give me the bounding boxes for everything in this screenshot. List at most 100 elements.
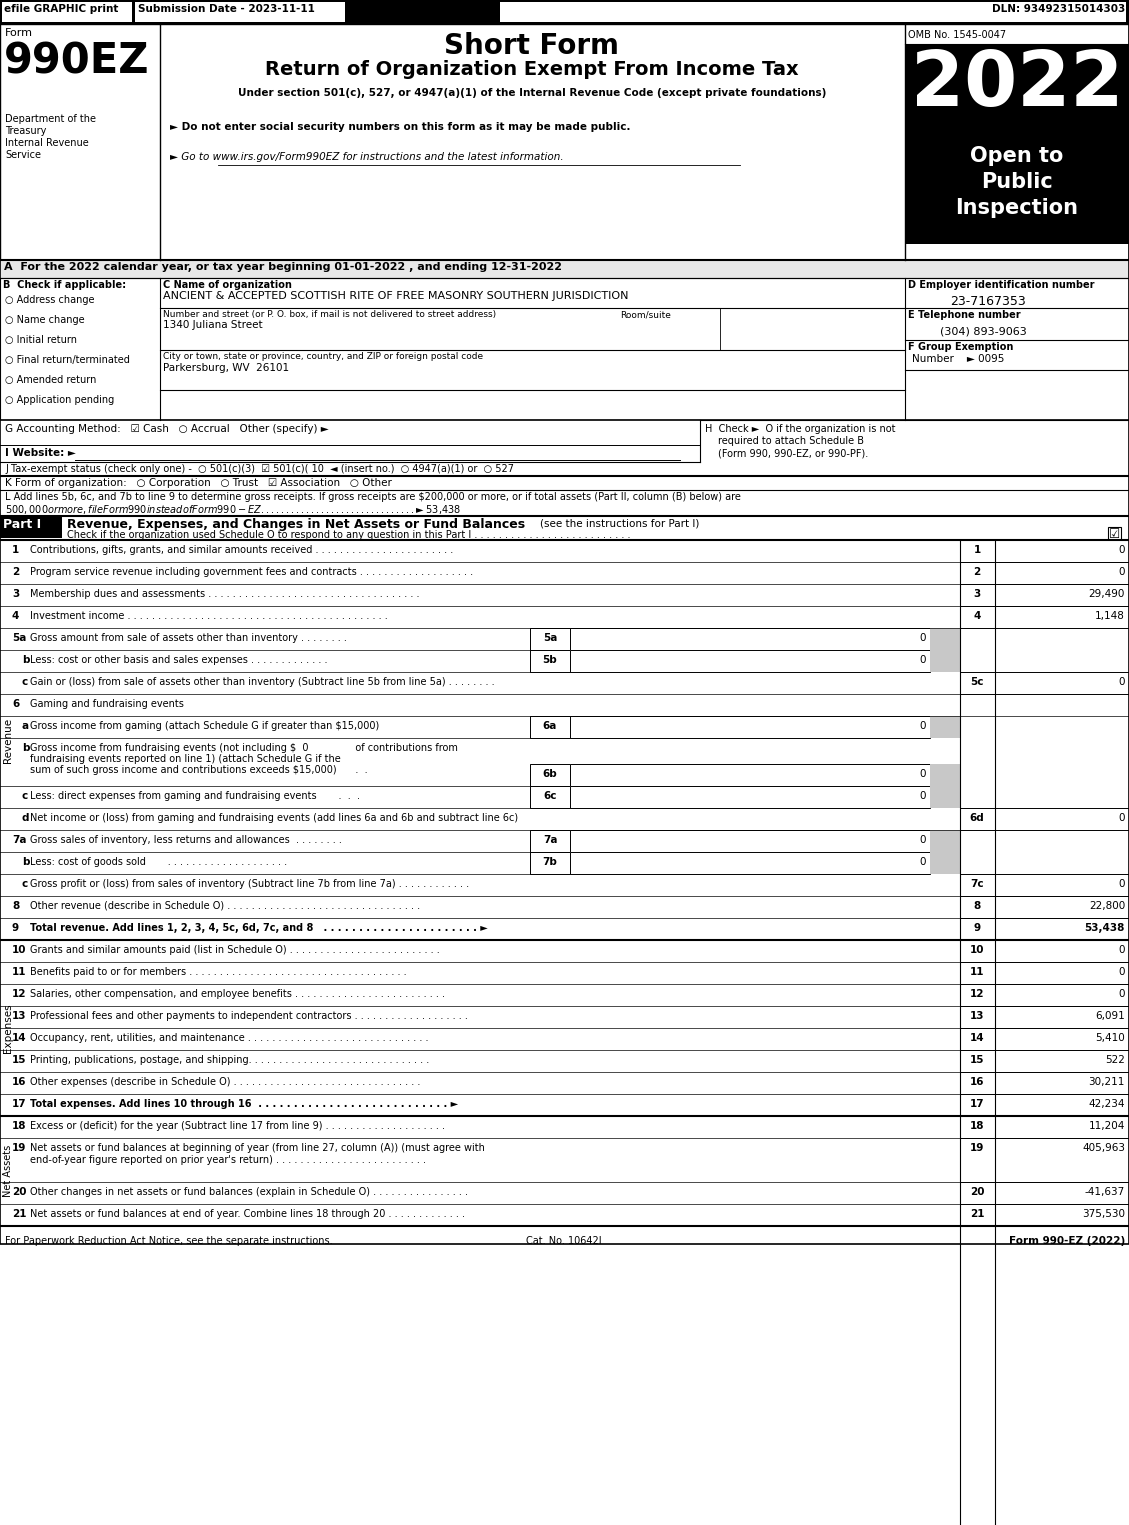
Bar [995, 939, 1129, 962]
Text: Gain or (loss) from sale of assets other than inventory (Subtract line 5b from l: Gain or (loss) from sale of assets other… [30, 677, 495, 686]
Text: 16: 16 [970, 1077, 984, 1087]
Text: Department of the: Department of the [5, 114, 96, 124]
Text: Program service revenue including government fees and contracts . . . . . . . . : Program service revenue including govern… [30, 567, 473, 576]
Text: 6d: 6d [970, 813, 984, 824]
Bar [530, 764, 570, 785]
Text: Cat. No. 10642I: Cat. No. 10642I [526, 1235, 602, 1246]
Text: 20: 20 [12, 1186, 26, 1197]
Bar [995, 1138, 1129, 1182]
Text: 10: 10 [12, 946, 26, 955]
Text: 0: 0 [1119, 967, 1124, 978]
Text: 12: 12 [12, 990, 26, 999]
Text: 0: 0 [1119, 990, 1124, 999]
Text: 0: 0 [919, 769, 926, 779]
Bar [995, 1093, 1129, 1116]
Bar [530, 650, 570, 673]
Text: Gaming and fundraising events: Gaming and fundraising events [30, 698, 184, 709]
Bar [930, 764, 960, 785]
Text: 522: 522 [1105, 1055, 1124, 1064]
Bar [0, 24, 1129, 259]
Text: 2: 2 [12, 567, 19, 576]
Text: 2: 2 [973, 567, 981, 576]
Text: Net Assets: Net Assets [3, 1145, 14, 1197]
Text: Room/suite: Room/suite [620, 310, 671, 319]
Bar [570, 650, 930, 673]
Text: 3: 3 [973, 589, 981, 599]
Text: G Accounting Method:   ☑ Cash   ○ Accrual   Other (specify) ►: G Accounting Method: ☑ Cash ○ Accrual Ot… [5, 424, 329, 435]
Text: Return of Organization Exempt From Income Tax: Return of Organization Exempt From Incom… [265, 59, 799, 79]
Text: 4: 4 [973, 612, 981, 621]
Text: 11,204: 11,204 [1088, 1121, 1124, 1132]
Text: Parkersburg, WV  26101: Parkersburg, WV 26101 [163, 363, 289, 374]
Bar [960, 1205, 995, 1226]
Text: City or town, state or province, country, and ZIP or foreign postal code: City or town, state or province, country… [163, 352, 483, 361]
Text: 15: 15 [12, 1055, 26, 1064]
Text: J Tax-exempt status (check only one) -  ○ 501(c)(3)  ☑ 501(c)( 10  ◄ (insert no.: J Tax-exempt status (check only one) - ○… [5, 464, 514, 474]
Text: 13: 13 [12, 1011, 26, 1022]
Text: 14: 14 [970, 1032, 984, 1043]
Text: Gross profit or (loss) from sales of inventory (Subtract line 7b from line 7a) .: Gross profit or (loss) from sales of inv… [30, 878, 470, 889]
Bar [570, 717, 930, 738]
Text: 20: 20 [970, 1186, 984, 1197]
Text: 7a: 7a [12, 836, 26, 845]
Text: Gross amount from sale of assets other than inventory . . . . . . . .: Gross amount from sale of assets other t… [30, 633, 347, 644]
Text: sum of such gross income and contributions exceeds $15,000)      .  .: sum of such gross income and contributio… [30, 766, 368, 775]
Text: 21: 21 [970, 1209, 984, 1218]
Text: 0: 0 [1119, 544, 1124, 555]
Text: 21: 21 [12, 1209, 26, 1218]
Text: Investment income . . . . . . . . . . . . . . . . . . . . . . . . . . . . . . . : Investment income . . . . . . . . . . . … [30, 612, 387, 621]
Bar [960, 1006, 995, 1028]
Text: 18: 18 [12, 1121, 26, 1132]
Text: (Form 990, 990-EZ, or 990-PF).: (Form 990, 990-EZ, or 990-PF). [718, 448, 868, 458]
Bar [530, 785, 570, 808]
Text: B  Check if applicable:: B Check if applicable: [3, 281, 126, 290]
Bar [960, 918, 995, 939]
Bar [570, 785, 930, 808]
Bar [960, 984, 995, 1006]
Text: 1,148: 1,148 [1095, 612, 1124, 621]
Bar [995, 897, 1129, 918]
Text: 0: 0 [919, 721, 926, 730]
Bar [960, 1028, 995, 1051]
Text: Less: direct expenses from gaming and fundraising events       .  .  .: Less: direct expenses from gaming and fu… [30, 791, 360, 801]
Text: ○ Address change: ○ Address change [5, 294, 95, 305]
Text: 12: 12 [970, 990, 984, 999]
Text: ○ Amended return: ○ Amended return [5, 375, 96, 384]
Bar [995, 1051, 1129, 1072]
Bar [960, 962, 995, 984]
Text: Total expenses. Add lines 10 through 16  . . . . . . . . . . . . . . . . . . . .: Total expenses. Add lines 10 through 16 … [30, 1100, 458, 1109]
Bar [0, 419, 700, 462]
Bar [570, 852, 930, 874]
Text: 30,211: 30,211 [1088, 1077, 1124, 1087]
Text: Salaries, other compensation, and employee benefits . . . . . . . . . . . . . . : Salaries, other compensation, and employ… [30, 990, 445, 999]
Text: Net income or (loss) from gaming and fundraising events (add lines 6a and 6b and: Net income or (loss) from gaming and fun… [30, 813, 518, 824]
Text: 10: 10 [970, 946, 984, 955]
Text: (see the instructions for Part I): (see the instructions for Part I) [540, 518, 699, 528]
Bar [995, 1072, 1129, 1093]
Text: ○ Initial return: ○ Initial return [5, 336, 77, 345]
Text: a: a [21, 721, 29, 730]
Text: K Form of organization:   ○ Corporation   ○ Trust   ☑ Association   ○ Other: K Form of organization: ○ Corporation ○ … [5, 477, 392, 488]
Bar [995, 918, 1129, 939]
Text: OMB No. 1545-0047: OMB No. 1545-0047 [908, 30, 1006, 40]
Text: Benefits paid to or for members . . . . . . . . . . . . . . . . . . . . . . . . : Benefits paid to or for members . . . . … [30, 967, 406, 978]
Bar [570, 650, 930, 673]
Text: Gross income from gaming (attach Schedule G if greater than $15,000): Gross income from gaming (attach Schedul… [30, 721, 379, 730]
Text: Part I: Part I [3, 518, 41, 531]
Bar [960, 1116, 995, 1138]
Bar [995, 874, 1129, 897]
Text: c: c [21, 878, 28, 889]
Text: Service: Service [5, 149, 41, 160]
Text: L Add lines 5b, 6c, and 7b to line 9 to determine gross receipts. If gross recei: L Add lines 5b, 6c, and 7b to line 9 to … [5, 493, 741, 502]
Text: 11: 11 [12, 967, 26, 978]
Bar [570, 785, 930, 808]
Text: 23-7167353: 23-7167353 [949, 294, 1026, 308]
Text: ○ Final return/terminated: ○ Final return/terminated [5, 355, 130, 364]
Text: F Group Exemption: F Group Exemption [908, 342, 1014, 352]
Text: Other revenue (describe in Schedule O) . . . . . . . . . . . . . . . . . . . . .: Other revenue (describe in Schedule O) .… [30, 901, 420, 910]
Text: 5a: 5a [12, 633, 26, 644]
Bar [530, 830, 570, 852]
Text: Form: Form [5, 27, 33, 38]
Bar [960, 584, 995, 605]
Text: 1: 1 [973, 544, 981, 555]
